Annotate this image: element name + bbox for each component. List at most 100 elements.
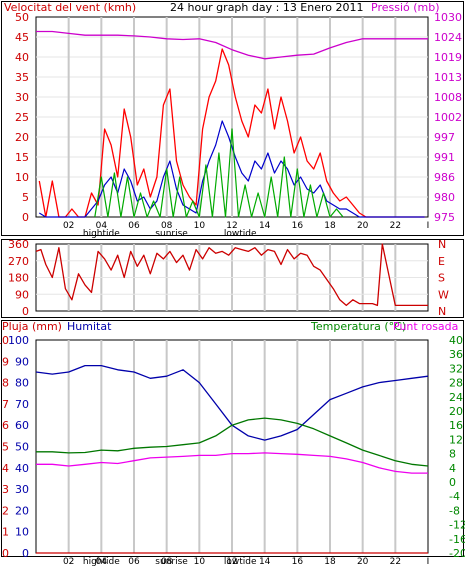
temperature-axis-title: Temperatura (°C) (310, 320, 406, 333)
p3-x-tick-12: 12 (226, 557, 237, 566)
humidity-y-tick-10: 10 (15, 526, 29, 539)
direction-compass-2-S: S (438, 272, 445, 285)
humidity-y-tick-90: 90 (15, 355, 29, 368)
p1-x-tick-20: 20 (357, 221, 369, 231)
temperature-y-tick-32: 32 (449, 362, 463, 375)
wind-direction-line (35, 243, 428, 307)
wind-y-tick-15: 15 (15, 151, 29, 164)
p1-x-end-mark: I (427, 221, 430, 231)
p1-x-tick-02: 02 (63, 221, 74, 231)
temperature-y-tick-4: 4 (449, 462, 456, 475)
p1-x-tick-10: 10 (194, 221, 206, 231)
temperature-y-tick--4: -4 (449, 490, 460, 503)
pressure-y-tick-980: 980 (434, 191, 455, 204)
rain-y-tick-3: 3 (2, 483, 9, 496)
direction-compass-0-N: N (438, 305, 446, 318)
pressure-y-tick-1030: 1030 (434, 11, 462, 24)
rain-y-tick-4: 4 (2, 462, 9, 475)
wind-green-line (94, 128, 344, 218)
pressure-y-tick-1019: 1019 (434, 51, 462, 64)
rain-y-tick-1: 1 (2, 526, 9, 539)
temperature-y-tick-12: 12 (449, 433, 463, 446)
humidity-y-tick-20: 20 (15, 504, 29, 517)
direction-compass-1-W: W (438, 288, 449, 301)
temperature-y-tick--12: -12 (449, 519, 465, 532)
p3-x-tick-04: 04 (96, 557, 108, 566)
wind-y-tick-30: 30 (15, 91, 29, 104)
p1-x-tick-12: 12 (226, 221, 237, 231)
wind-y-tick-5: 5 (22, 191, 29, 204)
rain-y-tick-6: 6 (2, 419, 9, 432)
wind-avg-line (38, 120, 425, 218)
p1-x-tick-04: 04 (96, 221, 108, 231)
direction-y-tick-270: 270 (8, 255, 29, 268)
wind-y-tick-20: 20 (15, 131, 29, 144)
humidity-y-tick-50: 50 (15, 441, 29, 454)
wind-y-tick-45: 45 (15, 31, 29, 44)
chart-layers: 0510152025303540455097598098699199710021… (0, 11, 465, 566)
p1-x-tick-08: 08 (161, 221, 173, 231)
rain-y-tick-8: 8 (2, 377, 9, 390)
panel3-frame (1, 320, 464, 557)
temperature-y-tick--16: -16 (449, 533, 465, 546)
dewpoint-line (36, 452, 428, 474)
wind-gust-line (38, 48, 425, 218)
pressure-y-tick-997: 997 (434, 131, 455, 144)
pressure-y-tick-975: 975 (434, 211, 455, 224)
p3-x-tick-18: 18 (324, 557, 336, 566)
p1-x-tick-16: 16 (292, 221, 304, 231)
humidity-y-tick-30: 30 (15, 483, 29, 496)
wind-y-tick-0: 0 (22, 211, 29, 224)
wind-y-tick-10: 10 (15, 171, 29, 184)
p1-tide-hightide: hightide (83, 229, 120, 239)
temperature-line (36, 417, 429, 467)
dewpoint-axis-title: Punt rosada (393, 320, 458, 333)
humidity-y-tick-0: 0 (22, 547, 29, 560)
humidity-y-tick-40: 40 (15, 462, 29, 475)
pressure-y-tick-986: 986 (434, 171, 455, 184)
direction-y-tick-0: 0 (22, 305, 29, 318)
wind-axis-title: Velocitat del vent (kmh) (4, 1, 136, 14)
pressure-line (36, 30, 428, 60)
p3-tide-tide-hightide: hightide (83, 557, 120, 566)
p1-x-tick-22: 22 (390, 221, 401, 231)
panel2-frame (1, 239, 464, 318)
humidity-y-tick-100: 100 (8, 334, 29, 347)
p3-tide-tide-sunrise: sunrise (155, 557, 188, 566)
temperature-y-tick-16: 16 (449, 419, 463, 432)
p3-x-end-mark: I (427, 557, 430, 566)
direction-compass-3-E: E (438, 255, 445, 268)
p3-x-tick-02: 02 (63, 557, 74, 566)
rain-y-tick-10: 10 (0, 334, 9, 347)
temperature-y-tick--8: -8 (449, 504, 460, 517)
humidity-axis-title: Humitat (67, 320, 112, 333)
p3-x-tick-08: 08 (161, 557, 173, 566)
wind-y-tick-50: 50 (15, 11, 29, 24)
humidity-y-tick-80: 80 (15, 377, 29, 390)
p1-tide-sunrise: sunrise (155, 229, 188, 239)
p1-x-tick-06: 06 (128, 221, 140, 231)
p1-x-tick-14: 14 (259, 221, 271, 231)
p3-x-tick-20: 20 (357, 557, 369, 566)
pressure-y-tick-1013: 1013 (434, 71, 462, 84)
pressure-y-tick-1024: 1024 (434, 31, 462, 44)
pressure-y-tick-1008: 1008 (434, 91, 462, 104)
p1-tide-lowtide: lowtide (224, 229, 257, 239)
rain-y-tick-5: 5 (2, 441, 9, 454)
rain-y-tick-2: 2 (2, 504, 9, 517)
rain-y-tick-7: 7 (2, 398, 9, 411)
temperature-y-tick-20: 20 (449, 405, 463, 418)
rain-axis-title: Pluja (mm) (2, 320, 62, 333)
temperature-y-tick-24: 24 (449, 391, 463, 404)
temperature-y-tick-40: 40 (449, 334, 463, 347)
graph-title: 24 hour graph day : 13 Enero 2011 (170, 1, 364, 14)
wind-y-tick-40: 40 (15, 51, 29, 64)
p3-x-tick-06: 06 (128, 557, 140, 566)
direction-y-tick-180: 180 (8, 272, 29, 285)
p3-tide-tide-lowtide: lowtide (224, 557, 257, 566)
temperature-y-tick-0: 0 (449, 476, 456, 489)
p3-x-tick-10: 10 (194, 557, 206, 566)
direction-y-tick-90: 90 (15, 288, 29, 301)
rain-y-tick-9: 9 (2, 355, 9, 368)
